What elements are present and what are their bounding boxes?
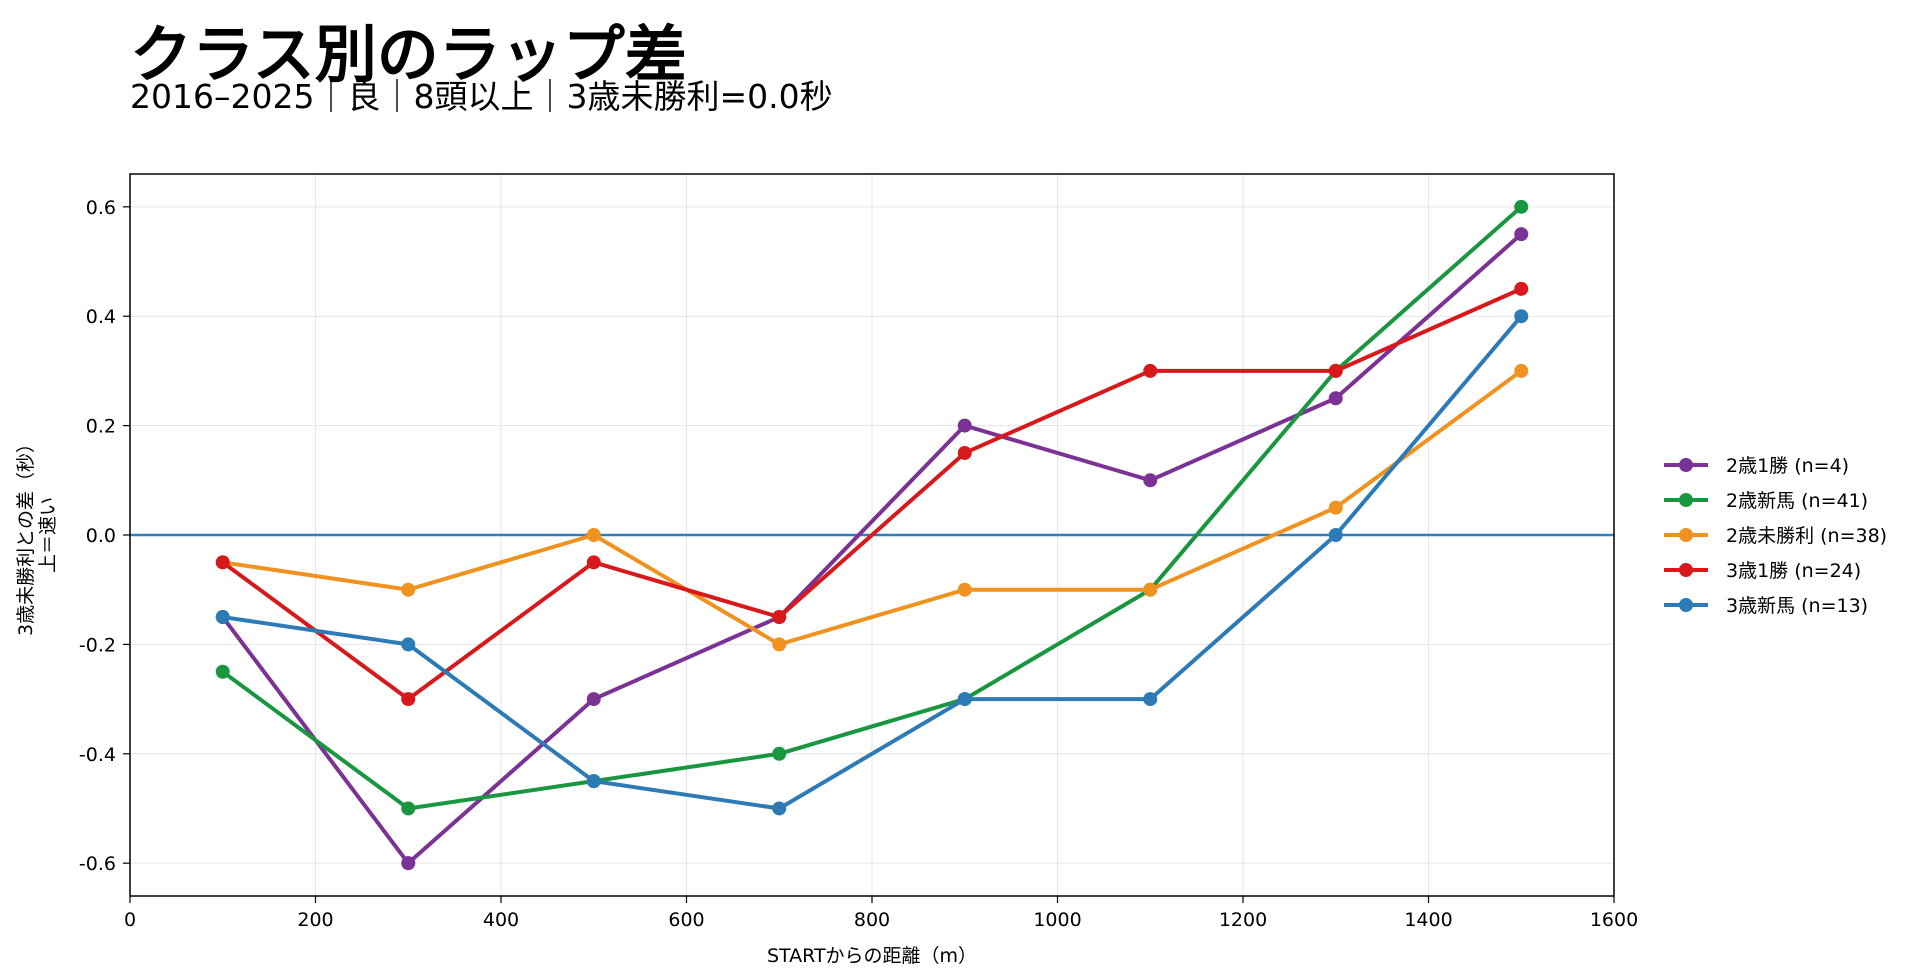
series-3 <box>215 363 1529 652</box>
data-point <box>772 801 787 816</box>
chart-title: クラス別のラップ差 <box>130 18 687 91</box>
data-point <box>215 610 230 625</box>
x-tick-label: 200 <box>297 909 333 931</box>
y-tick-label: -0.6 <box>79 853 116 875</box>
y-tick-label: -0.2 <box>79 634 116 656</box>
y-tick-label: 0.0 <box>86 525 116 547</box>
data-point <box>957 418 972 433</box>
legend-label: 2歳1勝 (n=4) <box>1726 455 1849 477</box>
data-point <box>1143 363 1158 378</box>
legend-label: 3歳新馬 (n=13) <box>1726 595 1868 617</box>
data-point <box>1143 473 1158 488</box>
data-point <box>215 555 230 570</box>
data-point <box>1514 281 1529 296</box>
x-tick-label: 400 <box>483 909 519 931</box>
data-point <box>1143 582 1158 597</box>
series-4 <box>215 281 1529 707</box>
legend-entry: 2歳1勝 (n=4) <box>1664 455 1849 477</box>
legend-label: 2歳未勝利 (n=38) <box>1726 525 1887 547</box>
chart-subtitle: 2016–2025｜良｜8頭以上｜3歳未勝利=0.0秒 <box>130 77 833 116</box>
data-point <box>586 774 601 789</box>
y-axis-label-line: 上＝速い <box>37 497 59 573</box>
x-axis-label: STARTからの距離（m） <box>767 945 977 967</box>
legend-swatch-marker <box>1679 598 1693 612</box>
data-point <box>1143 692 1158 707</box>
data-point <box>1514 227 1529 242</box>
y-tick-label: 0.4 <box>86 306 116 328</box>
legend-entry: 2歳新馬 (n=41) <box>1664 490 1868 512</box>
data-point <box>401 637 416 652</box>
data-point <box>1328 391 1343 406</box>
data-point <box>586 692 601 707</box>
legend-label: 2歳新馬 (n=41) <box>1726 490 1868 512</box>
x-tick-label: 1600 <box>1590 909 1638 931</box>
x-tick-label: 1200 <box>1219 909 1267 931</box>
data-point <box>401 856 416 871</box>
data-point <box>957 445 972 460</box>
data-point <box>772 746 787 761</box>
data-point <box>772 637 787 652</box>
y-tick-label: 0.6 <box>86 197 116 219</box>
x-tick-label: 1000 <box>1033 909 1081 931</box>
x-tick-label: 600 <box>668 909 704 931</box>
data-point <box>586 555 601 570</box>
legend-entry: 3歳1勝 (n=24) <box>1664 560 1861 582</box>
legend-entry: 2歳未勝利 (n=38) <box>1664 525 1887 547</box>
y-tick-label: -0.4 <box>79 744 116 766</box>
data-point <box>1328 528 1343 542</box>
y-axis-label: 3歳未勝利との差（秒） 上＝速い <box>15 434 59 636</box>
legend-entry: 3歳新馬 (n=13) <box>1664 595 1868 617</box>
series-line <box>221 205 1523 811</box>
series-line <box>221 232 1523 866</box>
series-line <box>221 287 1523 702</box>
series-line <box>222 369 1523 647</box>
data-point <box>215 664 230 679</box>
y-tick-label: 0.2 <box>86 416 116 438</box>
legend: 2歳1勝 (n=4) 2歳新馬 (n=41) 2歳未勝利 (n=38) 3歳1勝 (n… <box>1664 455 1887 617</box>
data-point <box>1514 363 1529 378</box>
data-point <box>1328 363 1343 378</box>
data-point <box>586 528 601 542</box>
x-tick-label: 0 <box>124 909 136 931</box>
y-axis-label-line: 3歳未勝利との差（秒） <box>15 434 37 636</box>
data-point <box>401 801 416 816</box>
data-point <box>1328 500 1343 515</box>
data-point <box>401 692 416 707</box>
x-axis: 0 200 400 600 800 1000 1200 1400 1600 <box>124 896 1638 931</box>
legend-swatch-marker <box>1679 493 1693 507</box>
data-point <box>1514 199 1529 214</box>
series-line <box>222 314 1523 811</box>
data-point <box>1514 309 1529 324</box>
data-point <box>957 582 972 597</box>
series-layer <box>215 199 1529 871</box>
series-5 <box>215 309 1529 816</box>
legend-swatch-marker <box>1679 528 1693 542</box>
legend-label: 3歳1勝 (n=24) <box>1726 560 1861 582</box>
legend-swatch-marker <box>1679 458 1693 472</box>
legend-swatch-marker <box>1679 563 1693 577</box>
x-tick-label: 800 <box>854 909 890 931</box>
data-point <box>772 610 787 625</box>
data-point <box>957 692 972 707</box>
data-point <box>401 582 416 597</box>
y-axis: -0.6 -0.4 -0.2 0.0 0.2 0.4 0.6 <box>79 197 130 875</box>
x-tick-label: 1400 <box>1404 909 1452 931</box>
